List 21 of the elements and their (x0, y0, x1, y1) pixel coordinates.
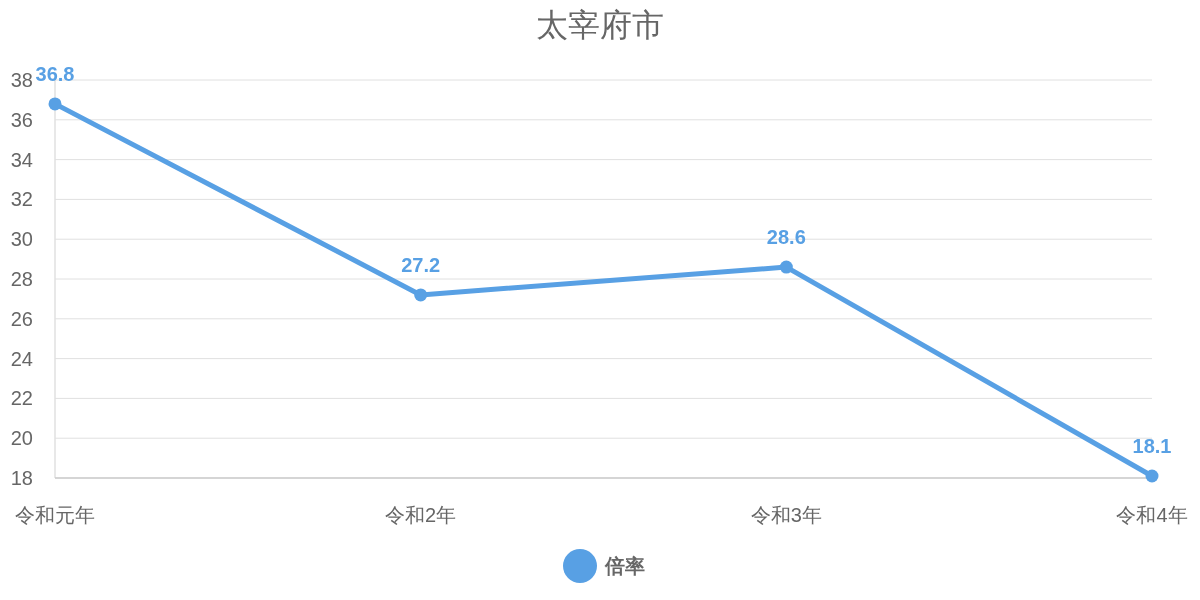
ytick-label: 18 (10, 467, 33, 489)
data-label: 28.6 (766, 226, 806, 249)
xtick-label: 令和2年 (385, 504, 457, 526)
ytick-label: 36 (10, 108, 33, 131)
ytick-label: 30 (10, 228, 33, 251)
title: 太宰府市 (536, 7, 664, 43)
ytick-label: 24 (10, 347, 33, 370)
data-label: 18.1 (1132, 435, 1172, 457)
xtick-label: 令和元年 (15, 504, 95, 526)
data-label: 27.2 (401, 253, 441, 276)
ytick-label: 28 (10, 268, 33, 290)
ytick-label: 26 (10, 307, 33, 330)
data-label: 36.8 (35, 62, 75, 85)
ytick-label: 22 (10, 387, 33, 410)
ytick-label: 32 (10, 188, 33, 211)
ytick-label: 20 (10, 427, 33, 450)
xtick-label: 令和4年 (1116, 504, 1188, 526)
xtick-label: 令和3年 (750, 504, 822, 526)
ytick-label: 34 (10, 148, 33, 171)
ytick-label: 38 (10, 69, 33, 91)
legend-label: 倍率 (605, 555, 645, 577)
